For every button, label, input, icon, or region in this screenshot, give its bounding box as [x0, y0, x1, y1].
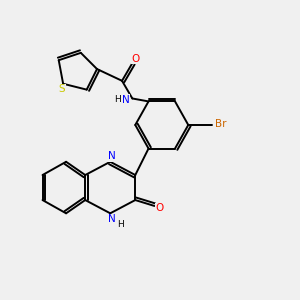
- Text: S: S: [58, 84, 65, 94]
- Text: O: O: [132, 54, 140, 64]
- Text: N: N: [108, 152, 116, 161]
- Text: H: H: [114, 95, 120, 104]
- Text: N: N: [122, 95, 130, 105]
- Text: O: O: [156, 203, 164, 213]
- Text: Br: Br: [215, 119, 226, 129]
- Text: H: H: [117, 220, 124, 229]
- Text: N: N: [108, 214, 116, 224]
